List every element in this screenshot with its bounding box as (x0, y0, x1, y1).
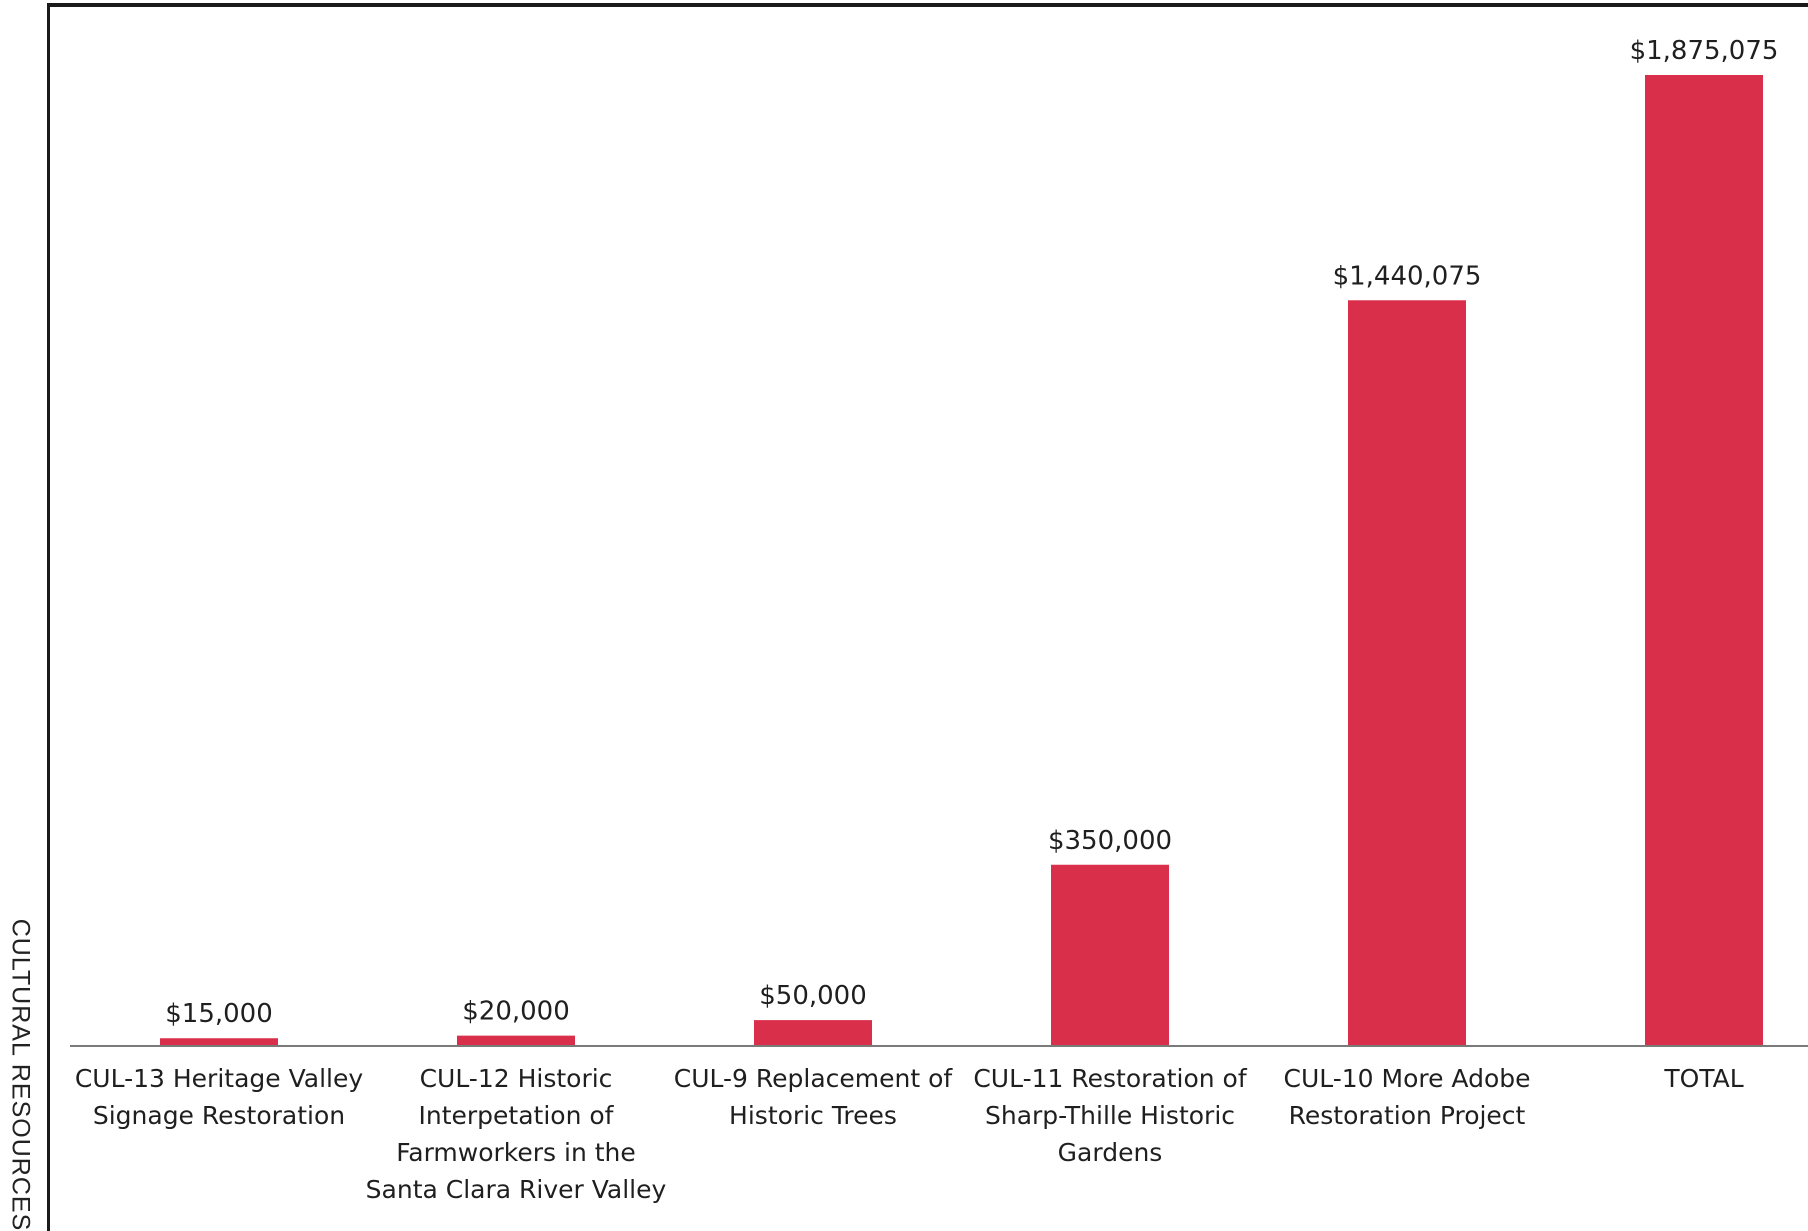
value-label-2: $20,000 (462, 997, 570, 1027)
category-label-6: TOTAL (1663, 1064, 1743, 1093)
bar-3 (754, 1020, 872, 1046)
value-label-3: $50,000 (759, 981, 867, 1011)
category-label-3: CUL-9 Replacement of Historic Trees (674, 1064, 954, 1130)
bar-2 (457, 1035, 575, 1046)
bar-6 (1645, 75, 1763, 1046)
category-label-2: CUL-12 Historic Interpetation of Farmworke… (366, 1064, 667, 1204)
bar-1 (160, 1038, 278, 1046)
category-label-4: CUL-11 Restoration of Sharp-Thille Histor… (973, 1064, 1248, 1167)
value-label-1: $15,000 (165, 999, 273, 1029)
chart-frame (47, 3, 1808, 1231)
bar-4 (1051, 864, 1169, 1046)
value-label-4: $350,000 (1048, 826, 1172, 856)
category-label-5: CUL-10 More Adobe Restoration Project (1283, 1064, 1530, 1130)
category-label-1: CUL-13 Heritage Valley Signage Restoratio… (75, 1064, 363, 1130)
value-label-6: $1,875,075 (1630, 36, 1779, 66)
bar-5 (1348, 300, 1466, 1046)
value-label-5: $1,440,075 (1333, 261, 1482, 291)
